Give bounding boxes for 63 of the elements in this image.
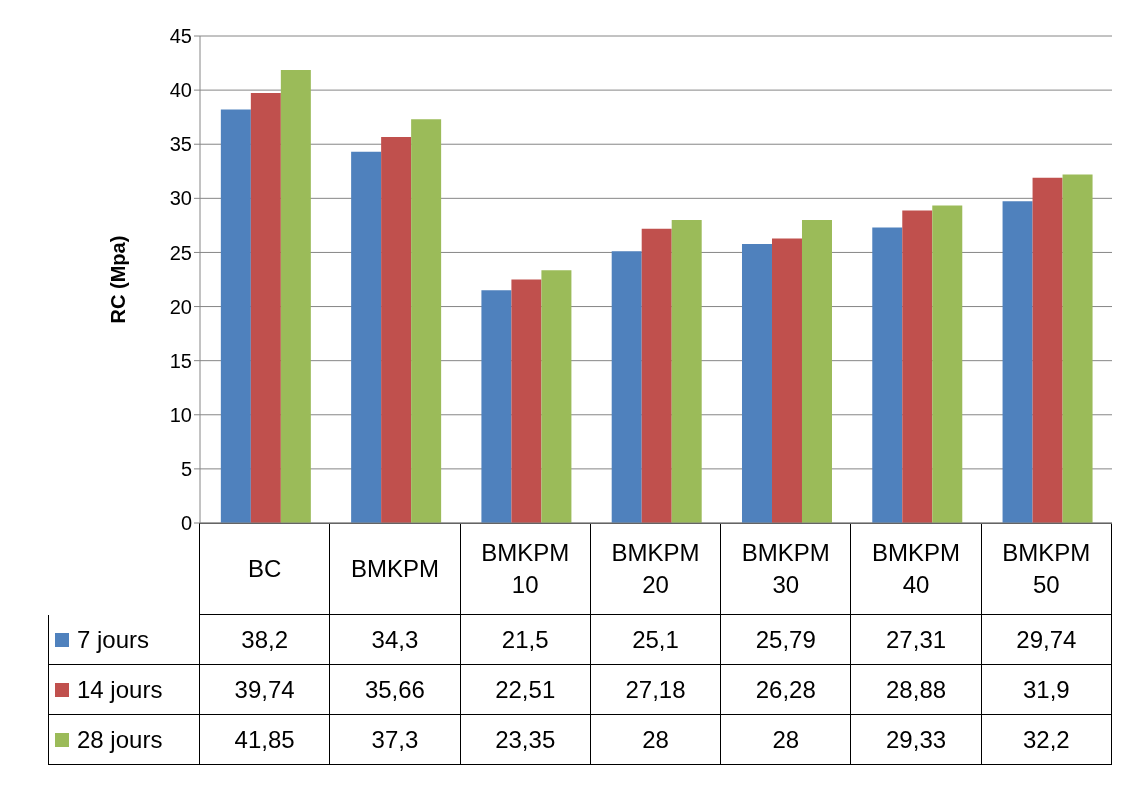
y-tick-label: 45: [169, 25, 192, 48]
x-tick-label: BMKPM 10: [460, 523, 591, 615]
bar: [541, 270, 572, 523]
bar: [932, 205, 963, 523]
x-tick-label: BC: [200, 523, 331, 615]
y-tick-label: 5: [180, 457, 192, 480]
bar: [801, 219, 832, 523]
y-axis-title: RC (Mpa): [107, 235, 130, 324]
data-label: 32,2: [981, 715, 1112, 765]
bar: [280, 70, 311, 523]
bar: [1062, 174, 1093, 523]
data-label: 37,3: [330, 715, 461, 765]
bar: [1002, 201, 1033, 523]
y-tick-label: 15: [169, 349, 192, 372]
data-label: 34,3: [330, 615, 461, 665]
data-label: 27,18: [590, 665, 722, 715]
bar: [250, 92, 281, 523]
bar: [872, 227, 903, 523]
bar: [351, 151, 382, 523]
data-label: 28: [590, 715, 722, 765]
data-label: 39,74: [200, 665, 331, 715]
data-label: 25,79: [721, 615, 852, 665]
bar: [381, 137, 412, 523]
x-tick-label: BMKPM 50: [981, 523, 1112, 615]
data-label: 31,9: [981, 665, 1112, 715]
data-label: 28: [721, 715, 852, 765]
bar: [481, 290, 512, 523]
y-tick-label: 10: [169, 403, 192, 426]
data-label: 25,1: [590, 615, 722, 665]
x-tick-label: BMKPM 30: [721, 523, 852, 615]
data-label: 38,2: [200, 615, 331, 665]
y-tick-label: 30: [169, 187, 192, 210]
bar: [741, 243, 772, 523]
x-tick-label: BMKPM 20: [590, 523, 722, 615]
bar: [771, 238, 802, 523]
bar: [902, 210, 933, 523]
y-tick-label: 40: [169, 79, 192, 102]
bar: [1032, 177, 1063, 523]
y-tick-label: 25: [169, 241, 192, 264]
legend-label: 14 jours: [48, 665, 200, 715]
data-label: 28,88: [851, 665, 982, 715]
data-label: 23,35: [460, 715, 591, 765]
data-label: 21,5: [460, 615, 591, 665]
y-tick-label: 35: [169, 133, 192, 156]
data-label: 41,85: [200, 715, 331, 765]
y-tick-label: 20: [169, 295, 192, 318]
data-label: 29,33: [851, 715, 982, 765]
x-tick-label: BMKPM: [330, 523, 461, 615]
bar: [641, 228, 672, 523]
data-label: 35,66: [330, 665, 461, 715]
legend-label: 7 jours: [48, 615, 200, 665]
legend-label: 28 jours: [48, 715, 200, 765]
data-label: 22,51: [460, 665, 591, 715]
data-label: 29,74: [981, 615, 1112, 665]
bar: [411, 119, 442, 523]
bar: [611, 251, 642, 523]
data-label: 26,28: [721, 665, 852, 715]
bar: [220, 109, 251, 523]
data-label: 27,31: [851, 615, 982, 665]
x-tick-label: BMKPM 40: [851, 523, 982, 615]
bar: [671, 219, 702, 523]
bar: [511, 279, 542, 523]
y-tick-label: 0: [180, 512, 192, 535]
